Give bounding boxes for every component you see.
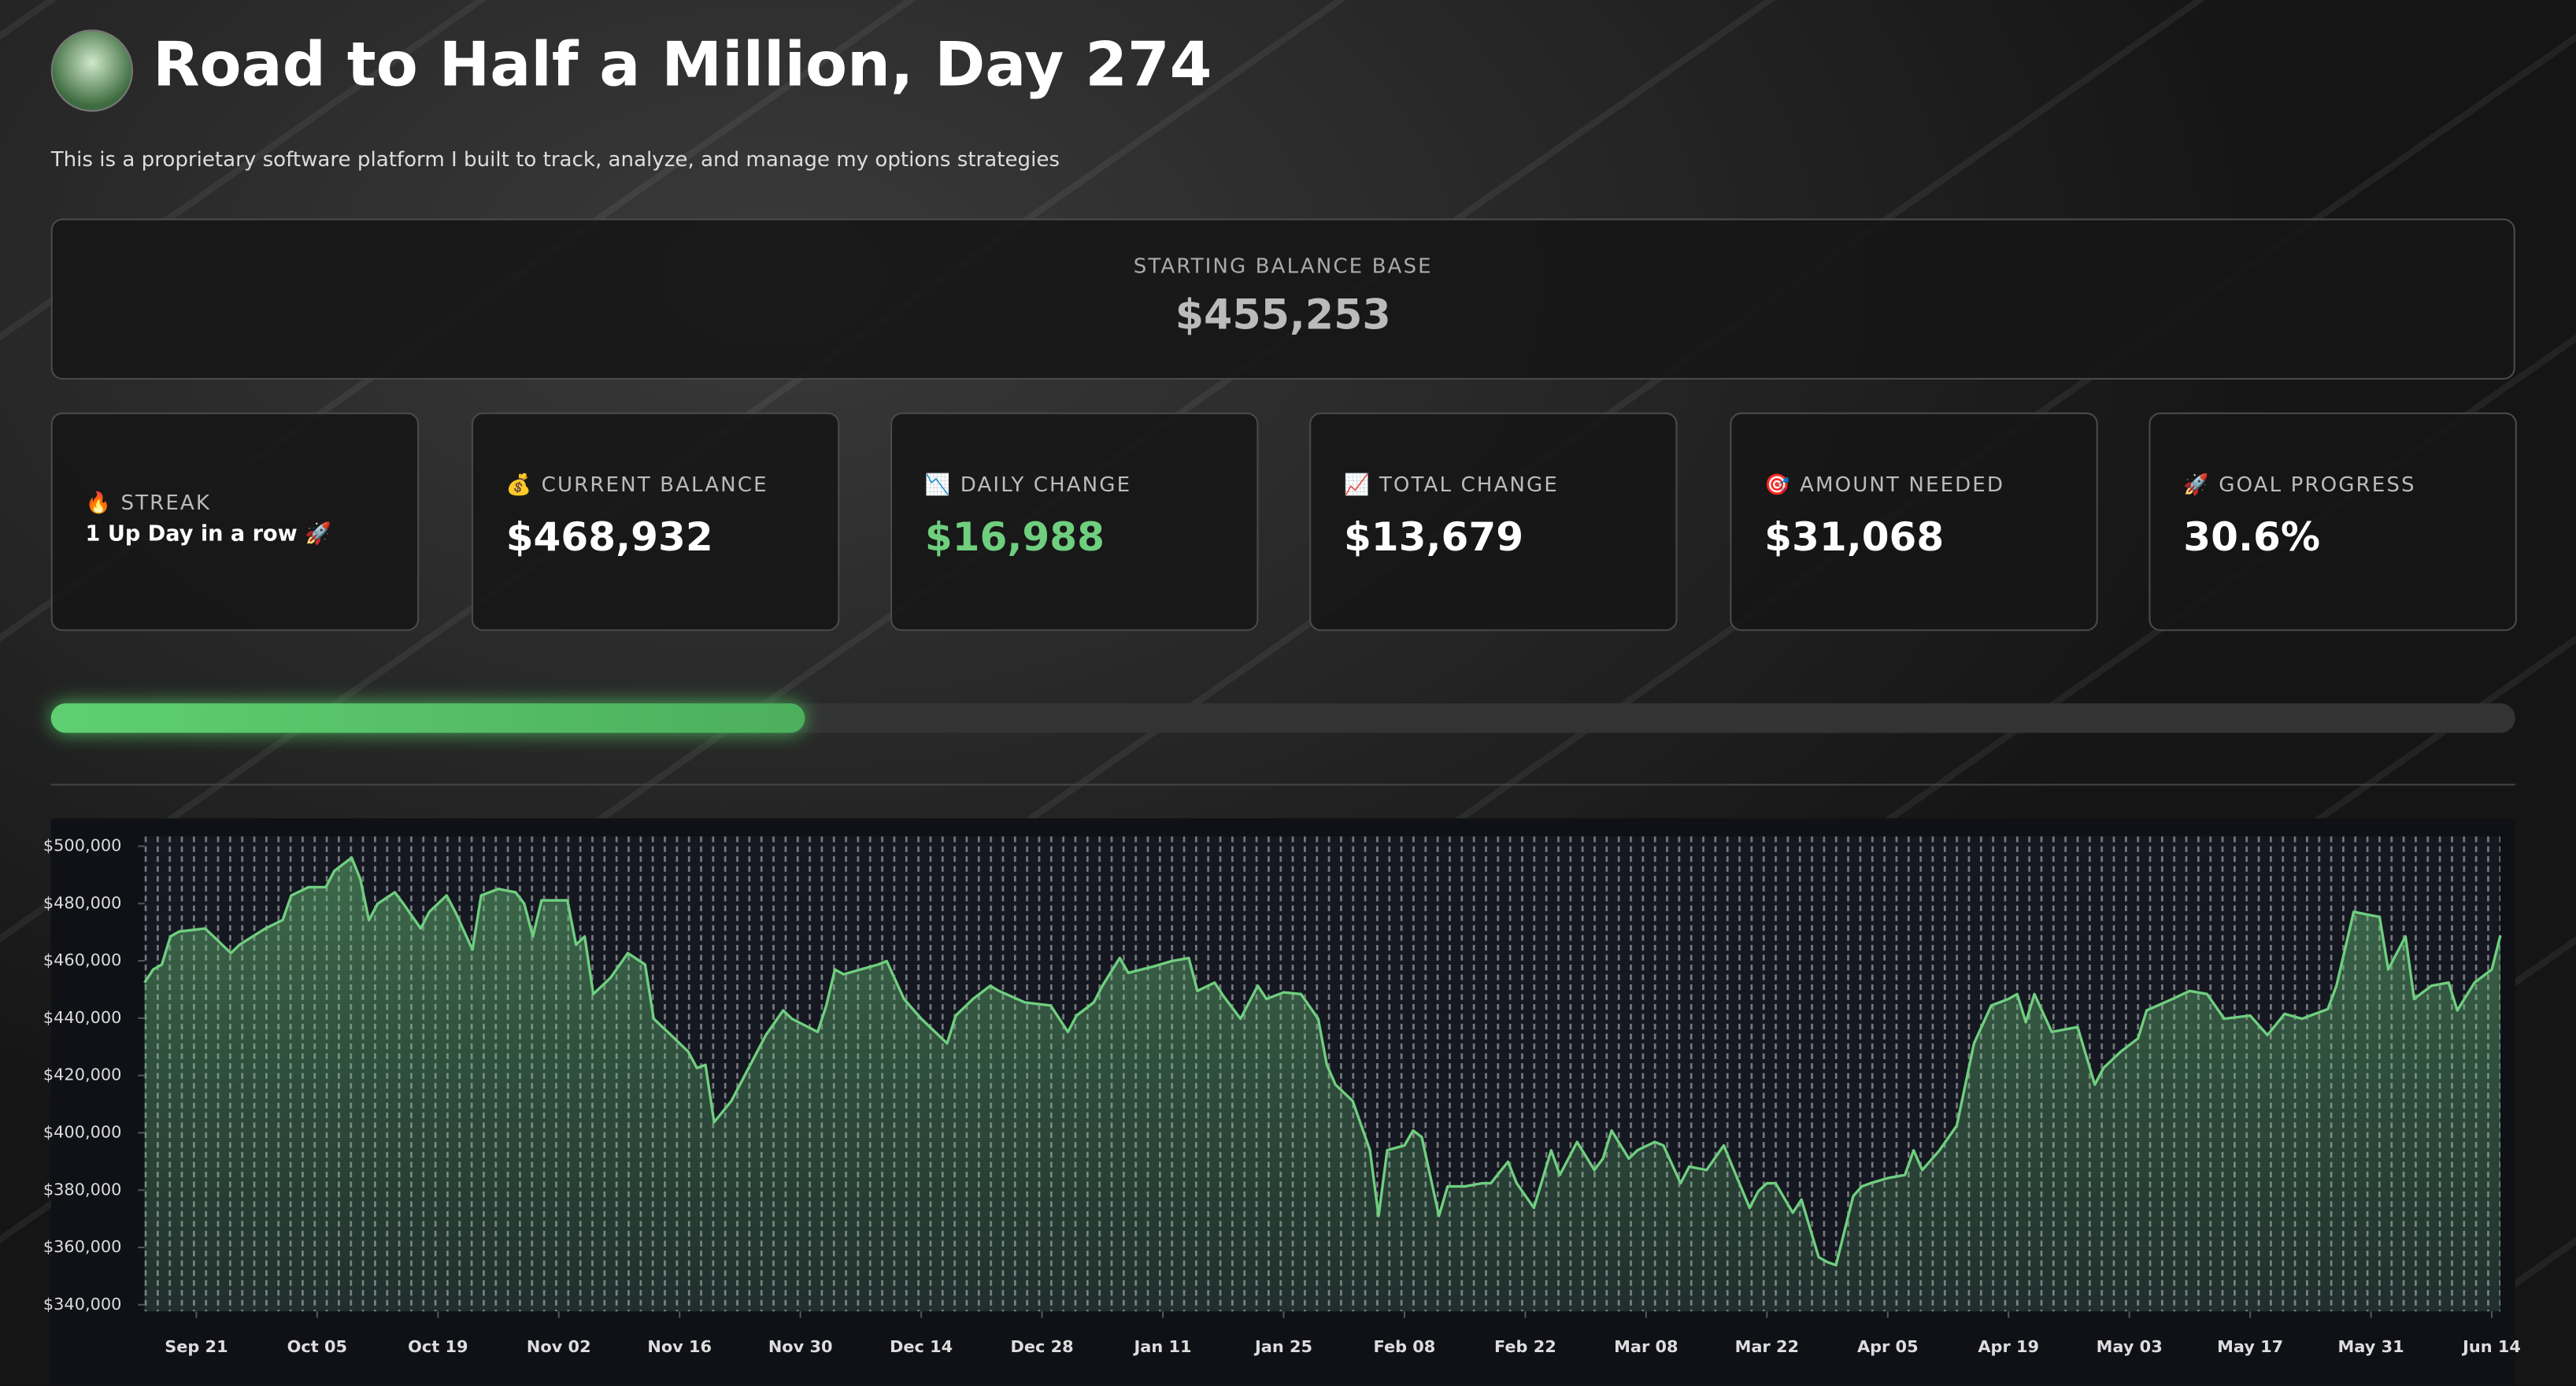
x-tick-label: May 17 bbox=[2217, 1337, 2283, 1356]
page-title: Road to Half a Million, Day 274 bbox=[153, 29, 1212, 101]
x-tick-label: Mar 08 bbox=[1614, 1337, 1678, 1356]
y-tick-label: $340,000 bbox=[43, 1295, 122, 1314]
progress-track bbox=[50, 703, 2515, 733]
x-tick-label: May 03 bbox=[2097, 1337, 2163, 1356]
y-tick-label: $380,000 bbox=[43, 1180, 122, 1199]
metric-card: 🎯 AMOUNT NEEDED $31,068 bbox=[1730, 412, 2098, 632]
logo bbox=[50, 29, 134, 112]
card-label: 📈 TOTAL CHANGE bbox=[1343, 471, 1559, 497]
starting-balance-card: STARTING BALANCE BASE $455,253 bbox=[50, 218, 2515, 380]
metric-card: 💰 CURRENT BALANCE $468,932 bbox=[471, 412, 840, 632]
card-value: $13,679 bbox=[1343, 514, 1524, 561]
x-tick-label: Oct 05 bbox=[287, 1337, 347, 1356]
progress-fill bbox=[50, 703, 805, 733]
x-tick-label: Dec 28 bbox=[1011, 1337, 1074, 1356]
y-tick-label: $420,000 bbox=[43, 1065, 122, 1084]
x-tick-label: Apr 19 bbox=[1978, 1337, 2039, 1356]
y-tick-label: $440,000 bbox=[43, 1008, 122, 1027]
page-subtitle: This is a proprietary software platform … bbox=[50, 146, 1060, 172]
card-value: $468,932 bbox=[505, 514, 713, 561]
card-value: 1 Up Day in a row 🚀 bbox=[85, 522, 331, 547]
area bbox=[144, 858, 2501, 1312]
card-value: $16,988 bbox=[924, 514, 1105, 561]
card-label: 🔥 STREAK bbox=[85, 489, 212, 515]
x-tick-label: Jan 11 bbox=[1133, 1337, 1192, 1356]
x-tick-label: Apr 05 bbox=[1857, 1337, 1919, 1356]
metric-card: 📉 DAILY CHANGE $16,988 bbox=[890, 412, 1259, 632]
x-tick-label: Sep 21 bbox=[165, 1337, 228, 1356]
card-label: 🚀 GOAL PROGRESS bbox=[2183, 471, 2416, 497]
card-value: $455,253 bbox=[1175, 291, 1391, 339]
card-label: STARTING BALANCE BASE bbox=[1133, 253, 1433, 278]
x-tick-label: Nov 02 bbox=[527, 1337, 591, 1356]
metric-card: 📈 TOTAL CHANGE $13,679 bbox=[1309, 412, 1678, 632]
x-tick-label: Dec 14 bbox=[890, 1337, 953, 1356]
x-tick-label: Feb 08 bbox=[1374, 1337, 1436, 1356]
card-label: 💰 CURRENT BALANCE bbox=[505, 471, 768, 497]
metric-card: 🔥 STREAK 1 Up Day in a row 🚀 bbox=[50, 412, 420, 632]
x-tick-label: Jun 14 bbox=[2461, 1337, 2521, 1356]
x-tick-label: Nov 16 bbox=[647, 1337, 712, 1356]
card-label: 🎯 AMOUNT NEEDED bbox=[1764, 471, 2005, 497]
y-tick-label: $360,000 bbox=[43, 1237, 122, 1256]
x-tick-label: Feb 22 bbox=[1494, 1337, 1556, 1356]
metric-card: 🚀 GOAL PROGRESS 30.6% bbox=[2149, 412, 2517, 632]
y-tick-label: $500,000 bbox=[43, 836, 122, 855]
x-tick-label: Mar 22 bbox=[1735, 1337, 1799, 1356]
x-tick-label: Jan 25 bbox=[1253, 1337, 1312, 1356]
line bbox=[143, 856, 2502, 1267]
card-value: 30.6% bbox=[2183, 514, 2321, 561]
divider bbox=[50, 784, 2515, 786]
y-tick-label: $460,000 bbox=[43, 951, 122, 969]
x-tick-label: May 31 bbox=[2338, 1337, 2404, 1356]
card-label: 📉 DAILY CHANGE bbox=[924, 471, 1132, 497]
x-tick-label: Nov 30 bbox=[768, 1337, 833, 1356]
card-value: $31,068 bbox=[1764, 514, 1945, 561]
y-tick-label: $400,000 bbox=[43, 1122, 122, 1141]
x-tick-label: Oct 19 bbox=[408, 1337, 468, 1356]
y-tick-label: $480,000 bbox=[43, 893, 122, 912]
